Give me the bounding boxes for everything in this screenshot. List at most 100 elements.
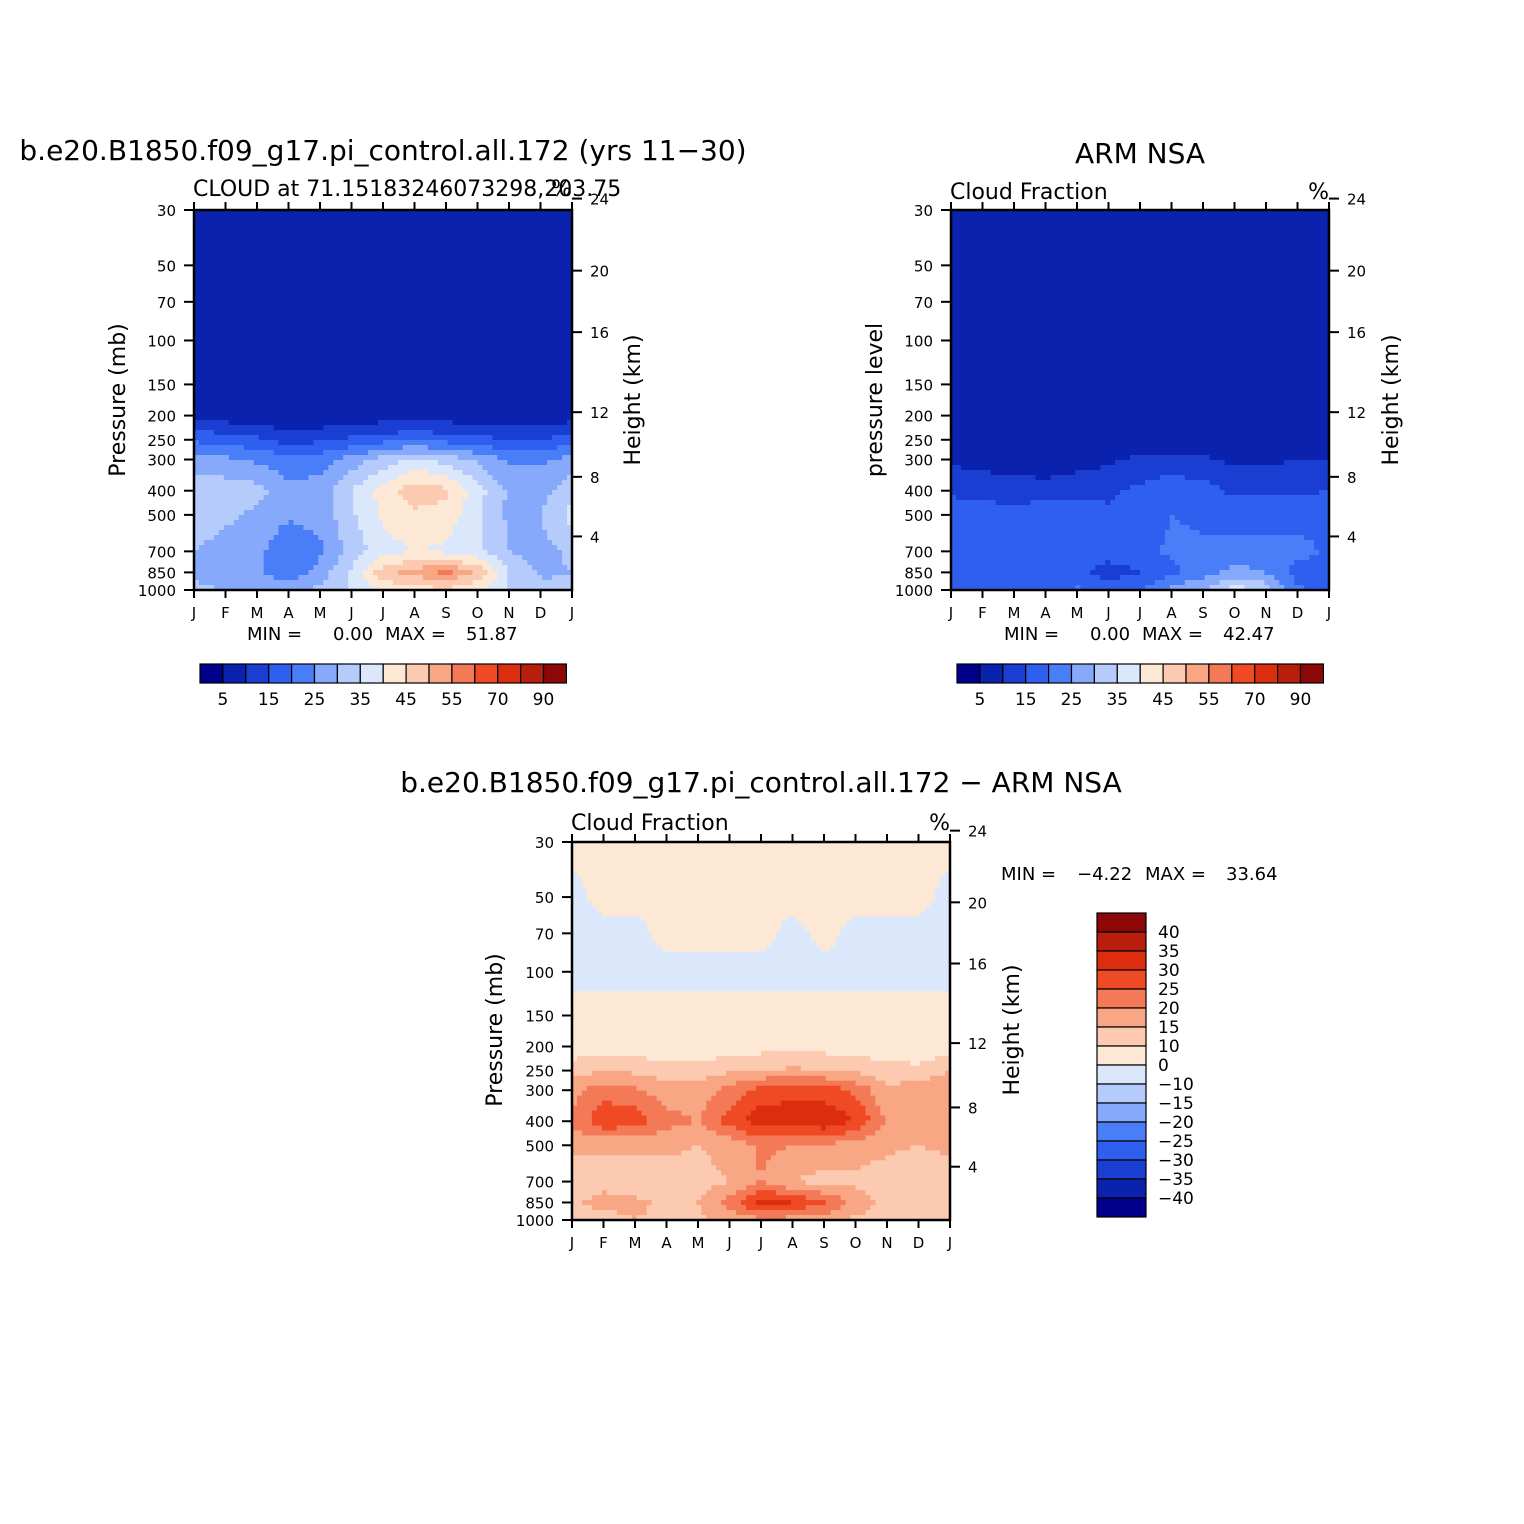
contour-cell bbox=[224, 465, 230, 471]
contour-cell bbox=[502, 265, 508, 271]
contour-cell bbox=[527, 395, 533, 401]
contour-cell bbox=[289, 325, 295, 331]
contour-cell bbox=[373, 315, 379, 321]
contour-cell bbox=[443, 500, 449, 506]
contour-cell bbox=[298, 245, 304, 251]
contour-cell bbox=[433, 345, 439, 351]
contour-cell bbox=[249, 345, 255, 351]
contour-cell bbox=[298, 215, 304, 221]
contour-cell bbox=[229, 485, 235, 491]
contour-cell bbox=[448, 300, 454, 306]
contour-cell bbox=[358, 525, 364, 531]
contour-cell bbox=[383, 245, 389, 251]
contour-cell bbox=[333, 395, 339, 401]
contour-cell bbox=[458, 455, 464, 461]
contour-cell bbox=[502, 460, 508, 466]
contour-cell bbox=[458, 495, 464, 501]
contour-cell bbox=[259, 515, 265, 521]
contour-cell bbox=[527, 420, 533, 426]
contour-cell bbox=[378, 305, 384, 311]
contour-cell bbox=[343, 275, 349, 281]
contour-cell bbox=[557, 460, 563, 466]
contour-cell bbox=[413, 395, 419, 401]
contour-cell bbox=[403, 240, 409, 246]
contour-cell bbox=[229, 295, 235, 301]
contour-cell bbox=[298, 480, 304, 486]
contour-cell bbox=[527, 255, 533, 261]
contour-cell bbox=[318, 245, 324, 251]
contour-cell bbox=[512, 345, 518, 351]
contour-cell bbox=[254, 225, 260, 231]
contour-cell bbox=[343, 500, 349, 506]
contour-cell bbox=[393, 440, 399, 446]
contour-cell bbox=[463, 245, 469, 251]
contour-cell bbox=[398, 235, 404, 241]
contour-cell bbox=[303, 505, 309, 511]
contour-cell bbox=[562, 355, 568, 361]
contour-cell bbox=[234, 245, 240, 251]
contour-cell bbox=[264, 355, 270, 361]
contour-cell bbox=[413, 320, 419, 326]
contour-cell bbox=[363, 510, 369, 516]
contour-cell bbox=[204, 515, 210, 521]
contour-cell bbox=[259, 220, 265, 226]
contour-cell bbox=[383, 495, 389, 501]
contour-cell bbox=[264, 495, 270, 501]
contour-cell bbox=[378, 250, 384, 256]
contour-cell bbox=[259, 390, 265, 396]
contour-cell bbox=[234, 335, 240, 341]
contour-cell bbox=[478, 530, 484, 536]
contour-cell bbox=[463, 495, 469, 501]
contour-cell bbox=[527, 230, 533, 236]
contour-cell bbox=[537, 255, 543, 261]
contour-cell bbox=[239, 475, 245, 481]
contour-cell bbox=[284, 435, 290, 441]
contour-cell bbox=[363, 375, 369, 381]
contour-cell bbox=[438, 355, 444, 361]
contour-cell bbox=[368, 380, 374, 386]
contour-cell bbox=[542, 525, 548, 531]
contour-cell bbox=[388, 490, 394, 496]
contour-cell bbox=[373, 285, 379, 291]
contour-cell bbox=[507, 220, 513, 226]
contour-cell bbox=[522, 325, 528, 331]
contour-cell bbox=[502, 245, 508, 251]
contour-cell bbox=[468, 460, 474, 466]
contour-cell bbox=[264, 530, 270, 536]
contour-cell bbox=[408, 440, 414, 446]
contour-cell bbox=[537, 370, 543, 376]
contour-cell bbox=[473, 215, 479, 221]
contour-cell bbox=[478, 225, 484, 231]
contour-cell bbox=[552, 385, 558, 391]
contour-cell bbox=[512, 325, 518, 331]
contour-cell bbox=[279, 445, 285, 451]
contour-cell bbox=[478, 310, 484, 316]
contour-cell bbox=[318, 455, 324, 461]
contour-cell bbox=[468, 480, 474, 486]
contour-cell bbox=[413, 240, 419, 246]
contour-cell bbox=[383, 310, 389, 316]
contour-cell bbox=[507, 390, 513, 396]
contour-cell bbox=[353, 455, 359, 461]
contour-cell bbox=[453, 230, 459, 236]
contour-cell bbox=[492, 270, 498, 276]
contour-cell bbox=[418, 430, 424, 436]
contour-cell bbox=[482, 240, 488, 246]
contour-cell bbox=[398, 480, 404, 486]
contour-cell bbox=[403, 310, 409, 316]
contour-cell bbox=[398, 240, 404, 246]
contour-cell bbox=[482, 290, 488, 296]
contour-cell bbox=[348, 270, 354, 276]
contour-cell bbox=[353, 360, 359, 366]
contour-cell bbox=[438, 460, 444, 466]
contour-cell bbox=[259, 330, 265, 336]
contour-cell bbox=[209, 420, 215, 426]
contour-cell bbox=[239, 220, 245, 226]
contour-cell bbox=[443, 505, 449, 511]
contour-cell bbox=[517, 275, 523, 281]
contour-cell bbox=[229, 475, 235, 481]
panel1-plot: J F M A M J J A S O N D J305070100150200250300400500… bbox=[138, 191, 609, 622]
contour-cell bbox=[557, 260, 563, 266]
contour-cell bbox=[388, 235, 394, 241]
contour-cell bbox=[368, 355, 374, 361]
